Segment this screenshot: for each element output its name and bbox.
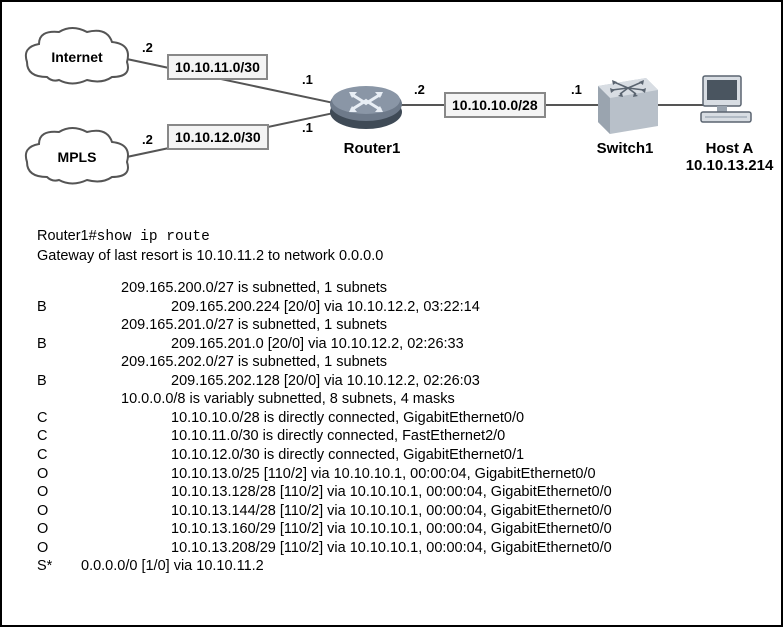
route-text: 10.10.13.128/28 [110/2] via 10.10.10.1, … (171, 484, 612, 500)
host-label: Host A 10.10.13.214 (682, 140, 777, 174)
route-code: C (37, 427, 67, 446)
route-row: O 10.10.13.160/29 [110/2] via 10.10.10.1,… (37, 520, 766, 539)
route-row: B 209.165.202.128 [20/0] via 10.10.12.2, … (37, 372, 766, 391)
ip-switch-uplink: .1 (571, 82, 582, 97)
route-text: 209.165.201.0/27 is subnetted, 1 subnets (121, 317, 387, 333)
ip-router-lan: .2 (414, 82, 425, 97)
route-text: 10.0.0.0/8 is variably subnetted, 8 subn… (121, 391, 455, 407)
route-text: 10.10.13.208/29 [110/2] via 10.10.10.1, … (171, 540, 612, 556)
route-text: 209.165.202.128 [20/0] via 10.10.12.2, 0… (171, 373, 480, 389)
ip-router-mpls: .1 (302, 120, 313, 135)
switch-label: Switch1 (590, 140, 660, 157)
route-code: O (37, 502, 67, 521)
route-code: B (37, 298, 67, 317)
route-code: C (37, 446, 67, 465)
route-code: O (37, 483, 67, 502)
route-row: 209.165.202.0/27 is subnetted, 1 subnets (37, 353, 766, 372)
route-code: S* (37, 557, 67, 576)
route-code: C (37, 409, 67, 428)
route-code: O (37, 520, 67, 539)
cloud-internet: Internet (17, 22, 137, 92)
cli-prompt-line: Router1#show ip route (37, 227, 766, 247)
route-table: 209.165.200.0/27 is subnetted, 1 subnets… (37, 279, 766, 576)
subnet-internet-link: 10.10.11.0/30 (167, 54, 268, 80)
network-diagram: Internet .2 MPLS .2 10.10.11.0/30 10.10.… (2, 2, 781, 212)
route-row: O 10.10.13.128/28 [110/2] via 10.10.10.1,… (37, 483, 766, 502)
cli-hostname: Router1# (37, 228, 97, 244)
subnet-mpls-link: 10.10.12.0/30 (167, 124, 269, 150)
route-row: 10.0.0.0/8 is variably subnetted, 8 subn… (37, 390, 766, 409)
route-text: 10.10.12.0/30 is directly connected, Gig… (171, 447, 524, 463)
route-row: S* 0.0.0.0/0 [1/0] via 10.10.11.2 (37, 557, 766, 576)
ip-internet-side: .2 (142, 40, 153, 55)
host-ip: 10.10.13.214 (686, 157, 774, 174)
route-row: 209.165.201.0/27 is subnetted, 1 subnets (37, 316, 766, 335)
cloud-mpls: MPLS (17, 122, 137, 192)
cli-blank (37, 265, 766, 279)
route-row: C 10.10.12.0/30 is directly connected, Gi… (37, 446, 766, 465)
cli-gateway-line: Gateway of last resort is 10.10.11.2 to … (37, 247, 766, 266)
route-code: B (37, 372, 67, 391)
subnet-router-switch: 10.10.10.0/28 (444, 92, 546, 118)
switch-icon (590, 72, 660, 134)
route-code: B (37, 335, 67, 354)
ip-mpls-side: .2 (142, 132, 153, 147)
route-text: 10.10.13.0/25 [110/2] via 10.10.10.1, 00… (171, 466, 596, 482)
ip-router-internet: .1 (302, 72, 313, 87)
exhibit-frame: Internet .2 MPLS .2 10.10.11.0/30 10.10.… (0, 0, 783, 627)
cli-output: Router1#show ip route Gateway of last re… (37, 227, 766, 576)
route-text: 209.165.201.0 [20/0] via 10.10.12.2, 02:… (171, 336, 464, 352)
host-icon (697, 70, 757, 130)
router-label: Router1 (332, 140, 412, 157)
route-row: B 209.165.201.0 [20/0] via 10.10.12.2, 02… (37, 335, 766, 354)
route-row: C 10.10.11.0/30 is directly connected, Fa… (37, 427, 766, 446)
route-row: O 10.10.13.0/25 [110/2] via 10.10.10.1, 0… (37, 465, 766, 484)
route-text: 10.10.13.144/28 [110/2] via 10.10.10.1, … (171, 503, 612, 519)
route-row: C 10.10.10.0/28 is directly connected, Gi… (37, 409, 766, 428)
route-text: 209.165.200.0/27 is subnetted, 1 subnets (121, 280, 387, 296)
route-text: 10.10.11.0/30 is directly connected, Fas… (171, 428, 505, 444)
route-row: O 10.10.13.144/28 [110/2] via 10.10.10.1,… (37, 502, 766, 521)
cli-command: show ip route (97, 229, 210, 245)
route-row: O 10.10.13.208/29 [110/2] via 10.10.10.1,… (37, 539, 766, 558)
host-name: Host A (706, 140, 754, 157)
route-code: O (37, 539, 67, 558)
route-row: 209.165.200.0/27 is subnetted, 1 subnets (37, 279, 766, 298)
router-icon (327, 76, 405, 132)
cloud-mpls-label: MPLS (58, 149, 97, 165)
route-code: O (37, 465, 67, 484)
route-text: 0.0.0.0/0 [1/0] via 10.10.11.2 (81, 558, 264, 574)
cloud-internet-label: Internet (51, 49, 102, 65)
route-text: 209.165.202.0/27 is subnetted, 1 subnets (121, 354, 387, 370)
route-row: B 209.165.200.224 [20/0] via 10.10.12.2, … (37, 298, 766, 317)
route-text: 10.10.10.0/28 is directly connected, Gig… (171, 410, 524, 426)
route-text: 10.10.13.160/29 [110/2] via 10.10.10.1, … (171, 521, 612, 537)
route-text: 209.165.200.224 [20/0] via 10.10.12.2, 0… (171, 299, 480, 315)
